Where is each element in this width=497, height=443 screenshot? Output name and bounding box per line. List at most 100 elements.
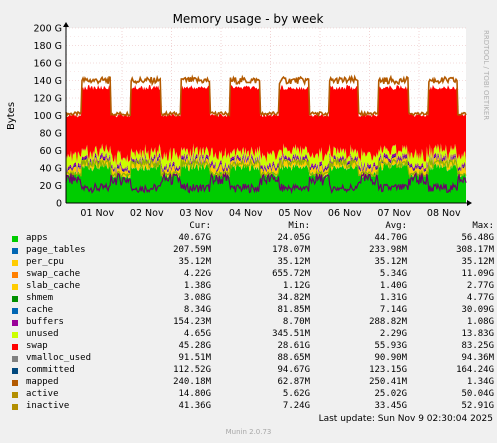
y-tick-labels: 0 20 G 40 G 60 G 80 G 100 G 120 G 140 G 160 G 180… [33,24,62,210]
legend-swatch [12,284,18,290]
legend-series-name: vmalloc_used [26,353,92,363]
legend-max-value: 30.09G [461,305,494,315]
legend-cur-value: 35.12M [178,257,211,267]
y-tick-label: 20 G [40,181,62,192]
legend-avg-value: 55.93G [374,341,407,351]
y-tick-label: 180 G [33,41,62,52]
legend-series-name: committed [26,365,75,375]
legend-cur-value: 8.34G [183,305,211,315]
legend-avg-value: 44.70G [374,233,407,243]
legend-swatch [12,356,18,362]
legend-cur-value: 207.59M [173,245,211,255]
header-cur: Cur: [189,221,211,231]
legend-max-value: 13.83G [461,329,494,339]
legend-avg-value: 288.82M [369,317,407,327]
legend-series-name: mapped [26,377,59,387]
legend-min-value: 94.67G [277,365,310,375]
chart-title: Memory usage - by week [173,12,324,26]
legend-series-name: unused [26,329,59,339]
y-tick-label: 120 G [33,94,62,105]
legend-min-value: 1.12G [282,281,310,291]
legend-cur-value: 41.36G [178,401,211,411]
y-tick-label: 200 G [33,24,62,35]
legend-max-value: 308.17M [456,245,494,255]
y-tick-label: 60 G [40,146,62,157]
legend-max-value: 164.24G [456,365,494,375]
legend-series-name: swap_cache [26,269,81,279]
legend-max-value: 4.77G [466,293,494,303]
legend-series-name: slab_cache [26,281,81,291]
legend-avg-value: 5.34G [379,269,407,279]
legend-min-value: 24.05G [277,233,310,243]
area-shmem [66,151,466,173]
y-tick-label: 140 G [33,76,62,87]
legend-cur-value: 40.67G [178,233,211,243]
legend-min-value: 345.51M [272,329,310,339]
legend-avg-value: 123.15G [369,365,407,375]
legend-series-name: active [26,389,59,399]
legend-cur-value: 45.28G [178,341,211,351]
legend-max-value: 2.77G [466,281,494,291]
legend-series-name: shmem [26,293,54,303]
y-axis-label: Bytes [6,102,17,130]
legend-swatch [12,260,18,266]
x-tick-label: 07 Nov [377,208,411,219]
legend-avg-value: 90.90M [374,353,407,363]
legend-cur-value: 240.18M [173,377,211,387]
munin-version: Munin 2.0.73 [225,428,272,436]
legend-swatch [12,248,18,254]
header-avg: Avg: [385,221,407,231]
legend-avg-value: 25.02G [374,389,407,399]
x-tick-label: 01 Nov [80,208,114,219]
y-axis-arrow [63,22,69,27]
header-min: Min: [288,221,310,231]
legend-max-value: 1.08G [466,317,494,327]
legend-avg-value: 7.14G [379,305,407,315]
x-tick-label: 04 Nov [229,208,263,219]
x-axis-arrow [467,200,472,206]
legend-swatch [12,368,18,374]
legend-avg-value: 1.31G [379,293,407,303]
legend-min-value: 35.12M [277,257,310,267]
legend-swatch [12,380,18,386]
legend-swatch [12,272,18,278]
line-committed [65,74,467,118]
legend-max-value: 35.12M [461,257,494,267]
legend-max-value: 50.04G [461,389,494,399]
legend-series-name: swap [26,341,48,351]
legend-series-name: cache [26,305,54,315]
legend-min-value: 81.85M [277,305,310,315]
legend-max-value: 52.91G [461,401,494,411]
y-tick-label: 40 G [40,164,62,175]
legend-max-value: 83.25G [461,341,494,351]
legend-min-value: 34.82M [277,293,310,303]
legend-avg-value: 33.45G [374,401,407,411]
y-tick-label: 0 [56,199,62,210]
legend-swatch [12,320,18,326]
x-tick-label: 08 Nov [427,208,461,219]
legend-swatch [12,332,18,338]
area-slab-cache [66,154,466,174]
x-tick-label: 03 Nov [179,208,213,219]
legend-max-value: 1.34G [466,377,494,387]
y-tick-label: 160 G [33,59,62,70]
legend-avg-value: 35.12M [374,257,407,267]
legend-min-value: 28.61G [277,341,310,351]
legend-swatch [12,392,18,398]
legend-max-value: 94.36M [461,353,494,363]
y-tick-label: 80 G [40,129,62,140]
legend-min-value: 88.65M [277,353,310,363]
legend-cur-value: 91.51M [178,353,211,363]
legend-swatch [12,344,18,350]
area-swap-area [66,84,466,166]
legend-cur-value: 4.22G [183,269,211,279]
legend-min-value: 8.70M [282,317,310,327]
x-tick-labels: 01 Nov 02 Nov 03 Nov 04 Nov 05 Nov 06 Nov 07 N… [80,208,461,219]
legend-series-name: inactive [26,401,70,411]
legend-cur-value: 154.23M [173,317,211,327]
legend-max-value: 11.09G [461,269,494,279]
last-update: Last update: Sun Nov 9 02:30:04 2025 [318,414,493,424]
legend-series-name: per_cpu [26,257,64,267]
legend-min-value: 655.72M [272,269,310,279]
